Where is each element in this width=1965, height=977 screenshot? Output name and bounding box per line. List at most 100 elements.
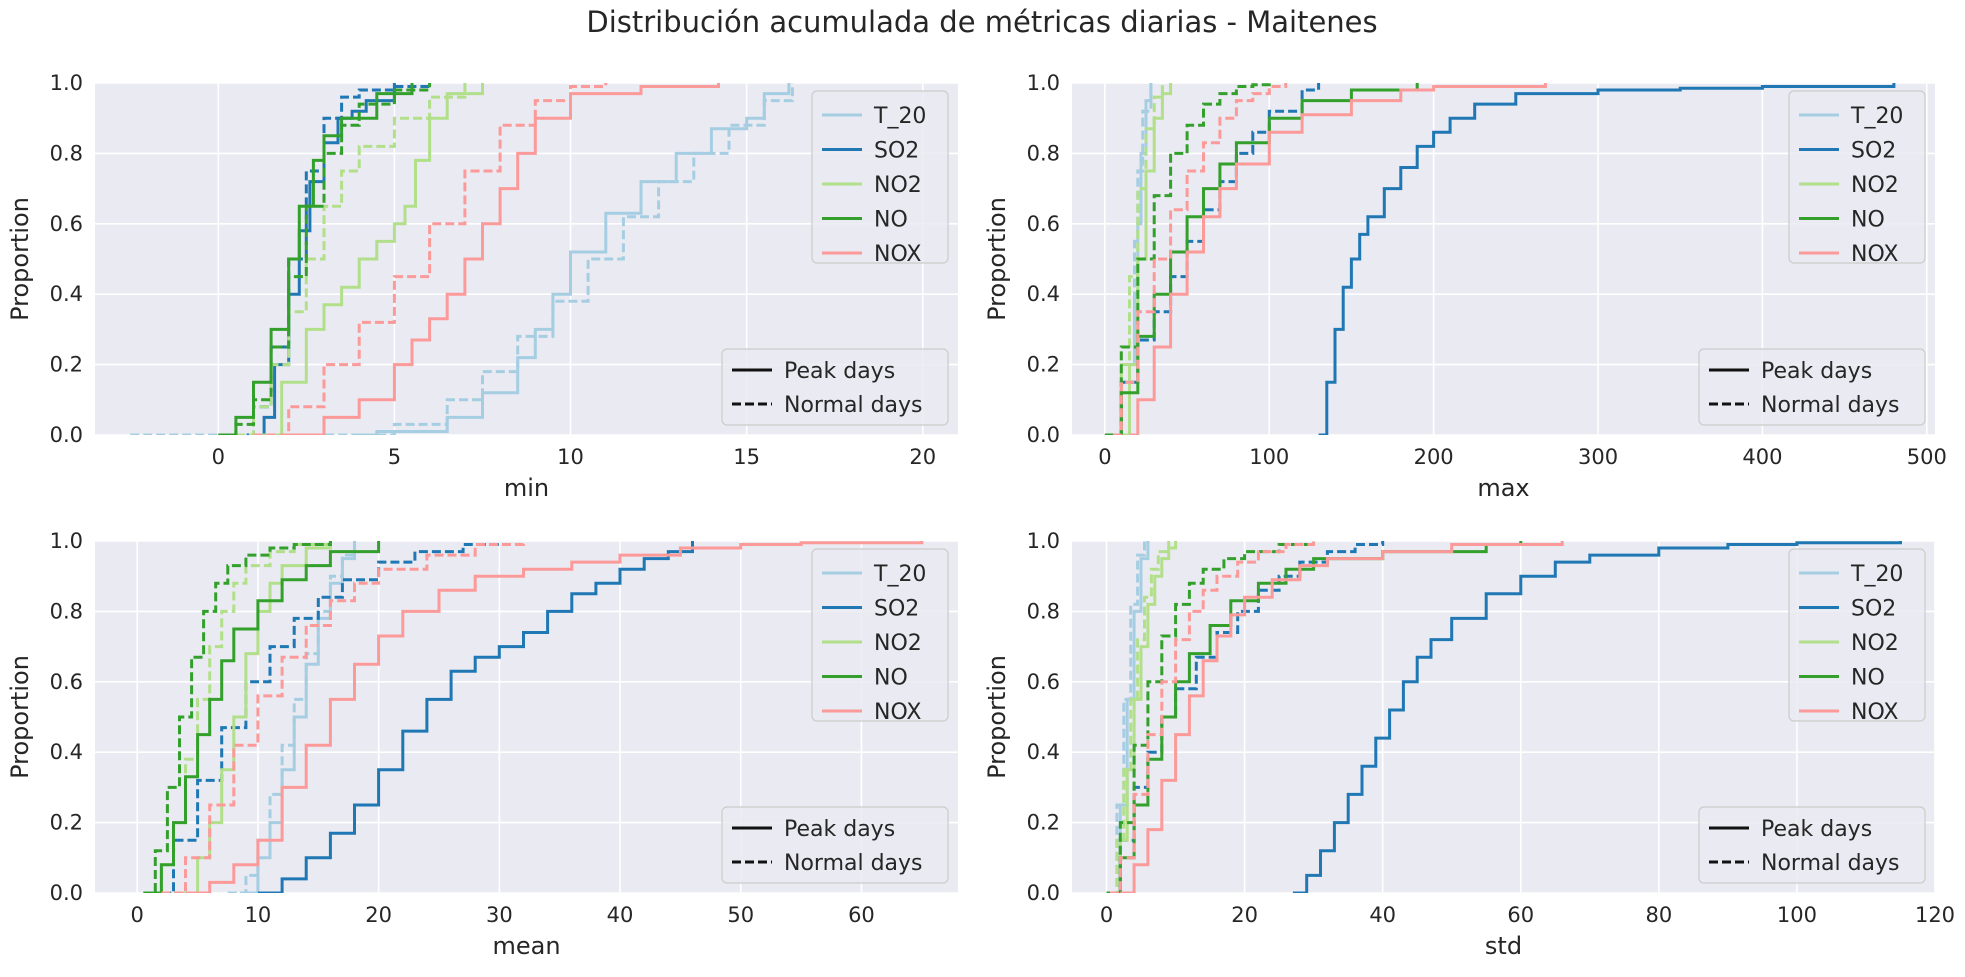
series-group	[1104, 83, 1896, 435]
ecdf-line-so2-normal	[1106, 541, 1385, 893]
style-legend-label: Peak days	[784, 817, 895, 842]
ecdf-line-nox-peak	[1120, 541, 1564, 893]
x-tick-label: 0	[1100, 903, 1113, 927]
ecdf-line-so2-peak	[246, 83, 396, 435]
series-legend: T_20 SO2 NO2 NO NOX	[811, 90, 949, 267]
ecdf-line-so2-peak	[1292, 541, 1902, 893]
x-tick-label: 40	[607, 903, 634, 927]
legend-label: NOX	[874, 242, 921, 267]
x-tick-label: 15	[733, 445, 760, 469]
ecdf-line-no-normal	[218, 83, 432, 435]
legend-label: SO2	[874, 597, 919, 622]
x-tick-label: 120	[1915, 903, 1955, 927]
legend-label: T_20	[1850, 562, 1903, 587]
legend-label: NO2	[1851, 173, 1899, 198]
ecdf-line-nox-normal	[1110, 541, 1316, 893]
y-axis-label: Proportion	[6, 197, 34, 321]
y-tick-label: 1.0	[50, 529, 83, 553]
series-legend: T_20 SO2 NO2 NO NOX	[1788, 90, 1926, 267]
ecdf-line-t_20-normal	[130, 83, 794, 435]
ecdf-line-so2-peak	[1318, 83, 1896, 435]
x-tick-label: 5	[388, 445, 401, 469]
legend-label: NO2	[1851, 631, 1899, 656]
subplot-min: 0 5 10 15 20 0.0 0.2 0.4 0.6 0.8 1.0 min Proportion T…	[6, 71, 958, 502]
x-tick-label: 100	[1249, 445, 1289, 469]
y-tick-label: 0.4	[50, 282, 83, 306]
legend-label: NOX	[1851, 242, 1898, 267]
ecdf-line-nox-normal	[253, 83, 608, 435]
y-tick-label: 0.2	[50, 811, 83, 835]
series-group	[143, 541, 924, 893]
legend-label: NO2	[874, 173, 922, 198]
series-group	[130, 83, 794, 435]
x-axis-label: std	[1485, 932, 1522, 960]
x-tick-label: 0	[131, 903, 144, 927]
y-tick-label: 0.8	[50, 141, 83, 165]
x-tick-label: 80	[1645, 903, 1672, 927]
y-tick-label: 0.6	[1027, 212, 1060, 236]
x-tick-label: 0	[212, 445, 225, 469]
y-tick-label: 0.0	[1027, 881, 1060, 905]
x-tick-label: 0	[1098, 445, 1111, 469]
style-legend: Peak days Normal days	[1698, 348, 1926, 426]
x-tick-label: 30	[486, 903, 513, 927]
x-tick-label: 50	[727, 903, 754, 927]
x-tick-label: 400	[1742, 445, 1782, 469]
legend-label: SO2	[1851, 139, 1896, 164]
legend-label: NO	[1851, 666, 1885, 691]
ecdf-line-no2-normal	[235, 83, 467, 435]
ecdf-line-no2-normal	[1110, 541, 1171, 893]
style-legend-label: Peak days	[784, 359, 895, 384]
legend-label: NO	[874, 666, 908, 691]
ecdf-line-so2-peak	[257, 541, 694, 893]
style-legend-label: Peak days	[1761, 359, 1872, 384]
style-legend: Peak days Normal days	[721, 806, 949, 884]
subplot-mean: 0 10 20 30 40 50 60 0.0 0.2 0.4 0.6 0.8 1.0 mean Propo…	[6, 529, 958, 960]
y-tick-label: 0.0	[50, 881, 83, 905]
x-tick-label: 100	[1777, 903, 1817, 927]
ecdf-line-nox-normal	[1113, 83, 1288, 435]
ecdf-line-t_20-normal	[1113, 83, 1153, 435]
ecdf-line-nox-peak	[1129, 83, 1547, 435]
legend-label: T_20	[873, 104, 926, 129]
ecdf-line-so2-normal	[149, 541, 501, 893]
x-tick-label: 60	[848, 903, 875, 927]
y-axis-label: Proportion	[6, 655, 34, 779]
x-axis-label: max	[1477, 474, 1529, 502]
figure-title: Distribución acumulada de métricas diari…	[586, 5, 1377, 39]
ecdf-line-nox-peak	[288, 83, 720, 435]
y-tick-label: 0.2	[1027, 811, 1060, 835]
y-tick-label: 0.8	[1027, 599, 1060, 623]
ecdf-line-nox-peak	[185, 541, 924, 893]
legend-label: NOX	[1851, 700, 1898, 725]
x-tick-label: 60	[1507, 903, 1534, 927]
x-tick-label: 500	[1907, 445, 1947, 469]
style-legend-label: Normal days	[784, 851, 923, 876]
legend-label: NO	[874, 208, 908, 233]
style-legend: Peak days Normal days	[1698, 806, 1926, 884]
legend-label: SO2	[874, 139, 919, 164]
series-legend: T_20 SO2 NO2 NO NOX	[811, 548, 949, 725]
ecdf-line-no-peak	[149, 541, 381, 893]
y-axis-label: Proportion	[983, 655, 1011, 779]
style-legend-label: Peak days	[1761, 817, 1872, 842]
series-group	[1106, 541, 1902, 893]
y-tick-label: 0.4	[50, 740, 83, 764]
legend-label: SO2	[1851, 597, 1896, 622]
legend-label: T_20	[873, 562, 926, 587]
y-tick-label: 0.4	[1027, 740, 1060, 764]
subplot-std: 0 20 40 60 80 100 120 0.0 0.2 0.4 0.6 0.8 1.0 std Prop…	[983, 529, 1955, 960]
y-axis-label: Proportion	[983, 197, 1011, 321]
y-tick-label: 0.6	[1027, 670, 1060, 694]
y-tick-label: 1.0	[1027, 529, 1060, 553]
x-tick-label: 200	[1414, 445, 1454, 469]
y-tick-label: 0.8	[1027, 141, 1060, 165]
ecdf-line-no-normal	[143, 541, 332, 893]
x-tick-label: 300	[1578, 445, 1618, 469]
x-tick-label: 20	[365, 903, 392, 927]
y-tick-label: 0.6	[50, 212, 83, 236]
legend-label: NOX	[874, 700, 921, 725]
style-legend-label: Normal days	[1761, 851, 1900, 876]
y-tick-label: 0.2	[1027, 353, 1060, 377]
legend-label: NO2	[874, 631, 922, 656]
